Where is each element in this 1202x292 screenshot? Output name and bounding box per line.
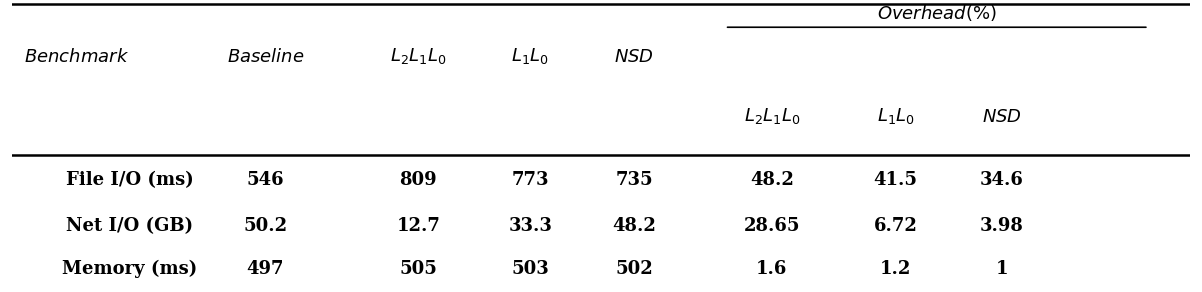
Text: 502: 502 <box>615 260 653 278</box>
Text: 497: 497 <box>246 260 284 278</box>
Text: 773: 773 <box>512 171 549 189</box>
Text: 50.2: 50.2 <box>243 217 287 235</box>
Text: Net I/O (GB): Net I/O (GB) <box>66 217 194 235</box>
Text: $\mathit{NSD}$: $\mathit{NSD}$ <box>614 48 654 66</box>
Text: $\mathit{Benchmark}$: $\mathit{Benchmark}$ <box>24 48 129 66</box>
Text: 735: 735 <box>615 171 653 189</box>
Text: 503: 503 <box>511 260 549 278</box>
Text: 3.98: 3.98 <box>980 217 1023 235</box>
Text: 546: 546 <box>246 171 284 189</box>
Text: 1: 1 <box>995 260 1007 278</box>
Text: 6.72: 6.72 <box>874 217 917 235</box>
Text: 1.2: 1.2 <box>880 260 911 278</box>
Text: 12.7: 12.7 <box>397 217 440 235</box>
Text: $\mathit{L_2 L_1 L_0}$: $\mathit{L_2 L_1 L_0}$ <box>744 106 801 126</box>
Text: Memory (ms): Memory (ms) <box>63 260 197 278</box>
Text: $\mathit{L_1 L_0}$: $\mathit{L_1 L_0}$ <box>876 106 915 126</box>
Text: 28.65: 28.65 <box>744 217 801 235</box>
Text: $\mathit{Overhead(\%)}$: $\mathit{Overhead(\%)}$ <box>876 3 996 23</box>
Text: 41.5: 41.5 <box>874 171 917 189</box>
Text: $\mathit{Baseline}$: $\mathit{Baseline}$ <box>226 48 304 66</box>
Text: 48.2: 48.2 <box>750 171 793 189</box>
Text: 1.6: 1.6 <box>756 260 787 278</box>
Text: $\mathit{L_2 L_1 L_0}$: $\mathit{L_2 L_1 L_0}$ <box>391 46 447 66</box>
Text: $\mathit{NSD}$: $\mathit{NSD}$ <box>982 108 1022 126</box>
Text: File I/O (ms): File I/O (ms) <box>66 171 194 189</box>
Text: 809: 809 <box>399 171 438 189</box>
Text: 48.2: 48.2 <box>612 217 656 235</box>
Text: 34.6: 34.6 <box>980 171 1023 189</box>
Text: 33.3: 33.3 <box>508 217 552 235</box>
Text: 505: 505 <box>399 260 438 278</box>
Text: $\mathit{L_1 L_0}$: $\mathit{L_1 L_0}$ <box>511 46 549 66</box>
